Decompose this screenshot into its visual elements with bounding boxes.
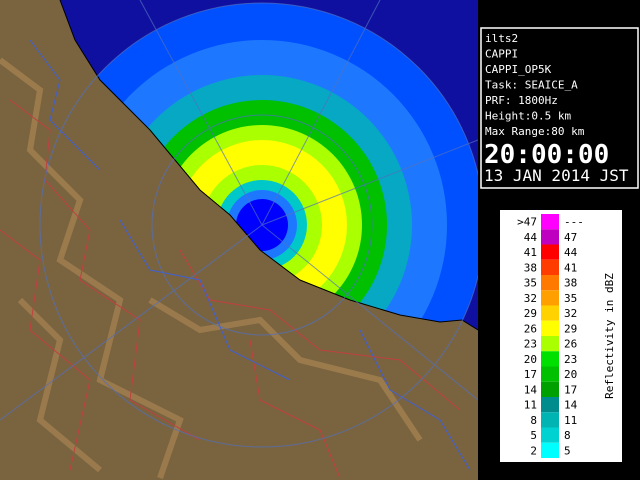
legend-low: 8 (530, 414, 537, 427)
terrain (0, 57, 423, 479)
info-line: Task: SEAICE_A (485, 79, 578, 92)
legend-high: 44 (564, 246, 578, 259)
legend-low: 35 (524, 277, 537, 290)
legend-swatch (541, 351, 559, 367)
legend-low: 23 (524, 338, 537, 351)
info-line: Height:0.5 km (485, 110, 571, 123)
legend-low: 26 (524, 322, 537, 335)
legend-high: 8 (564, 429, 571, 442)
time: 20:00:00 (484, 140, 609, 170)
legend-high: 38 (564, 277, 577, 290)
legend-high: 5 (564, 444, 571, 457)
legend: >47 --- 44 47 41 44 38 41 35 38 32 35 29 32 26 29 23 26 20… (517, 214, 584, 458)
date: 13 JAN 2014 JST (484, 166, 629, 185)
coastline (59, 0, 478, 331)
legend-high: 32 (564, 307, 577, 320)
legend-title: Reflectivity in dBZ (603, 273, 616, 399)
legend-swatch (541, 290, 559, 306)
legend-high: 41 (564, 261, 577, 274)
map (0, 0, 478, 480)
legend-high: 11 (564, 414, 577, 427)
legend-low: >47 (517, 216, 537, 229)
legend-swatch (541, 214, 559, 230)
legend-swatch (541, 412, 559, 428)
info-text: ilts2 CAPPI CAPPI_OP5K Task: SEAICE_A PRF: 1… (484, 32, 629, 185)
info-panel (480, 27, 639, 189)
legend-swatch (541, 397, 559, 413)
legend-low: 2 (530, 444, 537, 457)
legend-low: 17 (524, 368, 537, 381)
legend-swatch (541, 275, 559, 291)
info-line: PRF: 1800Hz (485, 94, 558, 107)
legend-swatch (541, 427, 559, 443)
info-line: ilts2 (485, 32, 518, 45)
legend-swatch (541, 259, 559, 275)
legend-swatch (541, 442, 559, 458)
legend-swatch (541, 229, 559, 245)
legend-swatch (541, 305, 559, 321)
legend-high: 26 (564, 338, 577, 351)
legend-high: 17 (564, 383, 577, 396)
legend-low: 44 (524, 231, 538, 244)
legend-low: 20 (524, 353, 537, 366)
info-line: CAPPI (485, 48, 518, 61)
legend-swatch (541, 320, 559, 336)
legend-high: --- (564, 216, 584, 229)
info-line: Max Range:80 km (485, 125, 585, 138)
legend-low: 41 (524, 246, 537, 259)
legend-high: 14 (564, 399, 578, 412)
legend-panel (500, 210, 622, 462)
legend-high: 35 (564, 292, 577, 305)
legend-high: 47 (564, 231, 577, 244)
legend-low: 5 (530, 429, 537, 442)
legend-low: 14 (524, 383, 538, 396)
legend-low: 29 (524, 307, 537, 320)
info-line: CAPPI_OP5K (485, 63, 552, 76)
legend-high: 23 (564, 353, 577, 366)
legend-low: 38 (524, 261, 537, 274)
legend-high: 20 (564, 368, 577, 381)
legend-swatch (541, 366, 559, 382)
legend-swatch (541, 244, 559, 260)
legend-swatch (541, 336, 559, 352)
legend-swatch (541, 381, 559, 397)
legend-high: 29 (564, 322, 577, 335)
legend-low: 11 (524, 399, 537, 412)
range-rings (0, 0, 478, 448)
streams (29, 39, 471, 471)
legend-low: 32 (524, 292, 537, 305)
